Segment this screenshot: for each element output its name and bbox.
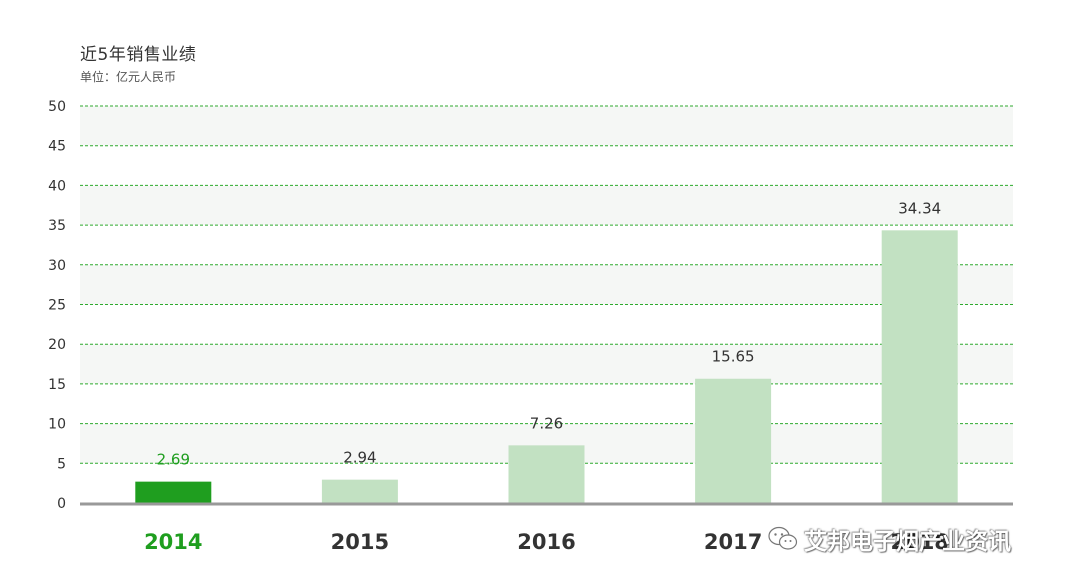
y-tick-label: 25 [48, 298, 66, 314]
bars [135, 230, 958, 503]
x-tick-label: 2014 [144, 530, 202, 554]
x-tick-label: 2017 [704, 530, 762, 554]
y-tick-label: 40 [48, 178, 66, 194]
bar [508, 445, 585, 503]
value-label: 2.69 [157, 451, 190, 469]
band [80, 264, 1013, 305]
watermark-text: 艾邦电子烟产业资讯 [804, 529, 1011, 555]
x-axis-ticks: 2014 2015 2016 2017 2018 [144, 530, 949, 554]
wechat-icon [768, 526, 798, 550]
value-label: 15.65 [712, 348, 755, 366]
y-tick-label: 50 [48, 99, 66, 115]
value-label: 34.34 [898, 199, 941, 217]
x-tick-label: 2015 [331, 530, 389, 554]
value-label: 2.94 [343, 449, 376, 467]
bar [135, 481, 212, 503]
y-tick-label: 20 [48, 337, 66, 353]
y-axis-ticks: 0 5 10 15 20 25 30 35 40 45 50 [48, 99, 66, 512]
watermark: 艾邦电子烟产业资讯 [768, 522, 1011, 556]
bar [695, 378, 772, 503]
x-tick-label: 2016 [517, 530, 575, 554]
value-labels: 2.69 2.94 7.26 15.65 34.34 [157, 199, 942, 468]
y-tick-label: 10 [48, 417, 66, 433]
chart-title: 近5年销售业绩 [80, 45, 197, 65]
y-tick-label: 5 [57, 456, 66, 472]
y-tick-label: 35 [48, 218, 66, 234]
chart-subtitle: 单位：亿元人民币 [80, 70, 177, 84]
bar [881, 230, 958, 503]
y-tick-label: 45 [48, 139, 66, 155]
band [80, 185, 1013, 226]
band [80, 344, 1013, 384]
value-label: 7.26 [530, 414, 563, 432]
band [80, 106, 1013, 146]
y-tick-label: 30 [48, 258, 66, 274]
x-tick-label: 2018 [890, 530, 948, 554]
background-bands [80, 106, 1013, 464]
y-tick-label: 15 [48, 377, 66, 393]
gridlines [80, 105, 1013, 464]
bar [321, 479, 398, 503]
y-tick-label: 0 [57, 496, 66, 512]
